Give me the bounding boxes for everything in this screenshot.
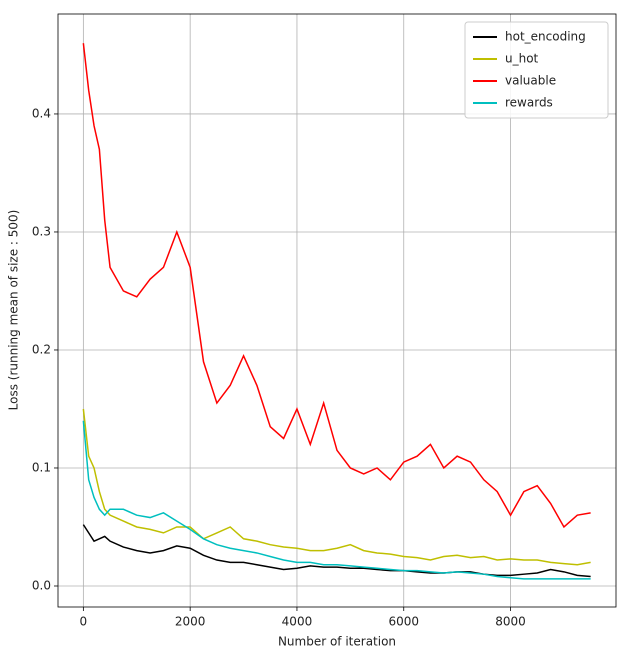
line-series: [82, 420, 591, 580]
legend-box: [464, 21, 609, 119]
y-tick-label: 0.2: [32, 342, 51, 356]
legend-label: hot_encoding: [505, 30, 586, 44]
x-tick-label: 8000: [495, 615, 526, 629]
y-axis-label: Loss (running mean of size : 500): [7, 210, 21, 411]
y-tick-label: 0.1: [32, 460, 51, 474]
line-series: [82, 524, 591, 578]
x-tick-label: 4000: [282, 615, 313, 629]
line-series: [82, 43, 591, 529]
line-series: [82, 408, 591, 566]
y-tick-label: 0.0: [32, 578, 51, 592]
x-tick-label: 6000: [388, 615, 419, 629]
legend-label: valuable: [505, 74, 556, 88]
y-tick-label: 0.3: [32, 224, 51, 238]
legend-label: rewards: [505, 96, 553, 110]
x-tick-label: 0: [80, 615, 88, 629]
x-axis-label: Number of iteration: [278, 635, 396, 649]
legend-label: u_hot: [505, 52, 539, 66]
plot-frame: [57, 13, 617, 608]
x-tick-label: 2000: [175, 615, 206, 629]
y-tick-label: 0.4: [32, 106, 51, 120]
